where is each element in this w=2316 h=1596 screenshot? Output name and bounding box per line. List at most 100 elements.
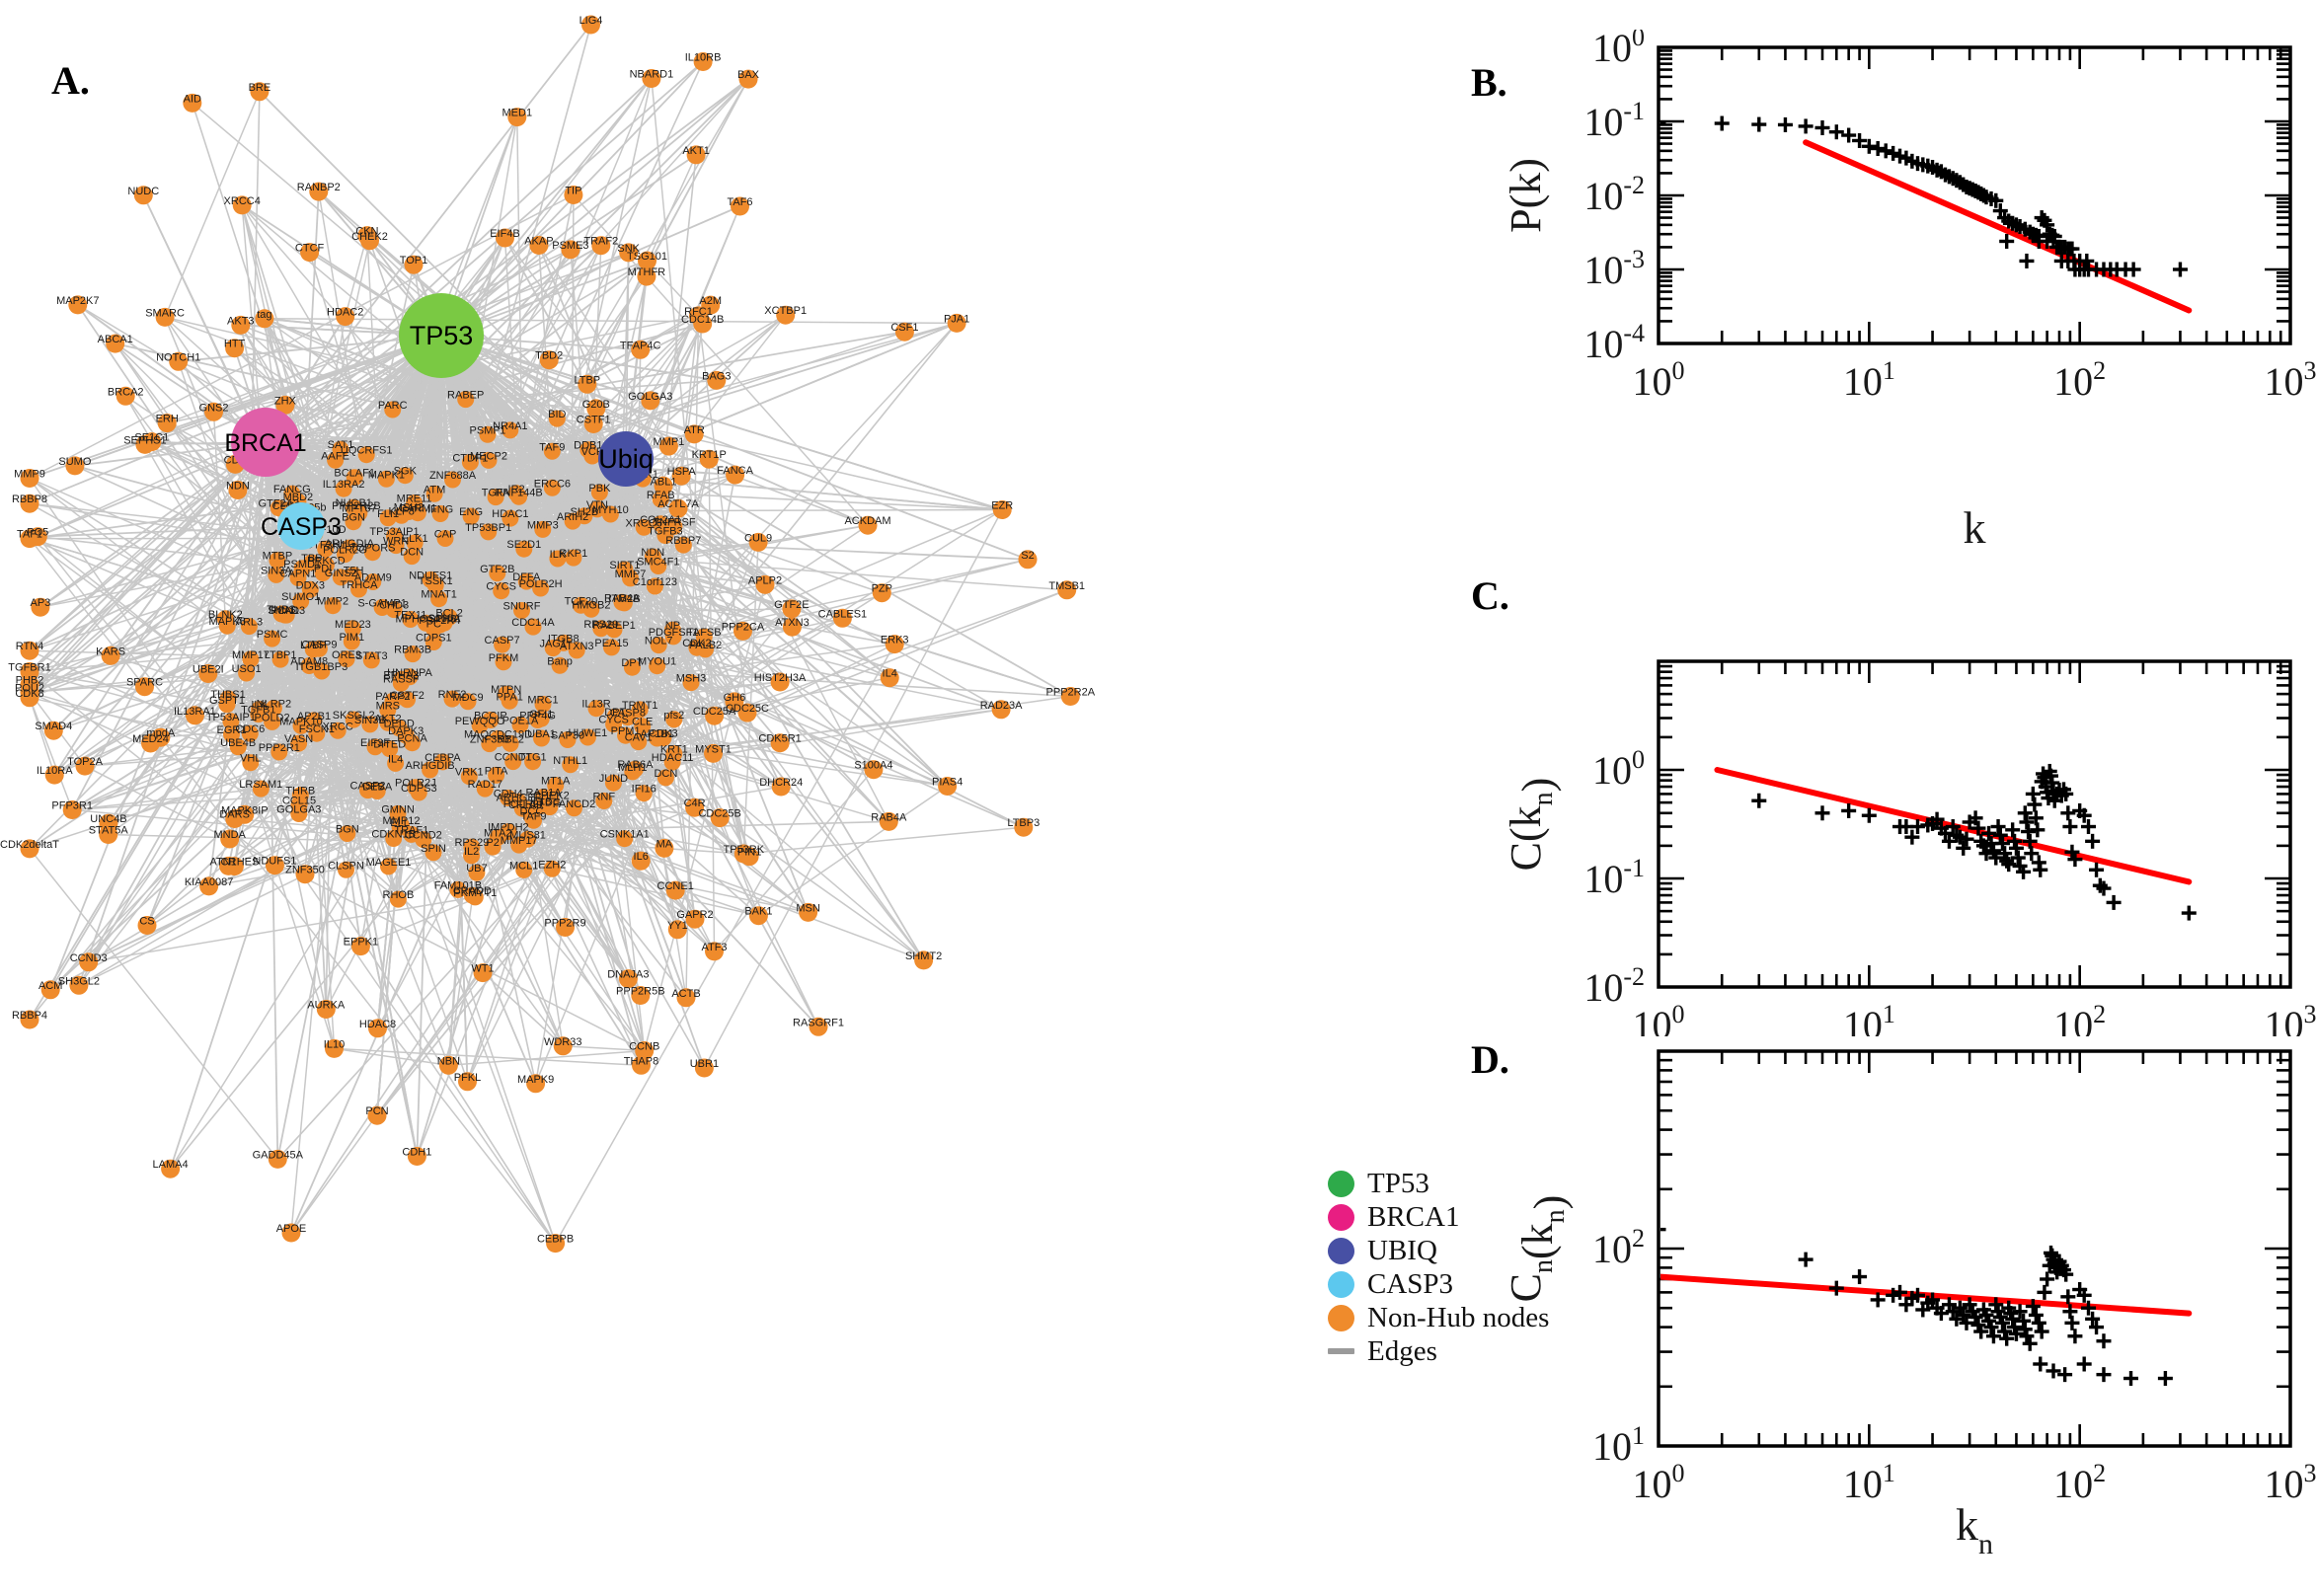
network-node-label: CLSPN	[328, 860, 364, 872]
network-node-label: BGN	[336, 824, 359, 836]
network-node-label: CASP2	[349, 781, 385, 793]
network-node-label: SNURF	[503, 601, 541, 613]
hub-label-brca1: BRCA1	[224, 429, 306, 457]
network-node-label: MPT67	[342, 503, 376, 515]
network-node-label: RBBP4	[12, 1010, 47, 1022]
network-node-label: PIM1	[339, 632, 364, 644]
network-node-label: RPS29	[454, 837, 489, 849]
network-node-label: CABLES1	[818, 608, 868, 620]
network-node-label: RFC1	[684, 306, 713, 318]
hub-label-casp3: CASP3	[261, 513, 342, 541]
network-node-label: AKT1	[682, 145, 710, 157]
network-node-label: ATN1HES	[209, 857, 259, 869]
network-node-label: BCLAF1	[334, 468, 375, 480]
network-node-label: ERK3	[881, 635, 909, 646]
network-node-label: RAB6A	[617, 759, 654, 771]
network-node-label: CFLAR	[508, 799, 544, 811]
network-node-label: NBARD1	[630, 69, 674, 81]
network-node-label: TAF1	[17, 529, 42, 541]
network-node-label: CYCS	[598, 715, 629, 726]
network-node-label: GAPR2	[676, 909, 713, 921]
network-node-label: CSTF1	[577, 415, 611, 426]
network-node-label: MECP2	[470, 450, 507, 462]
network-node-label: TAF6	[727, 196, 752, 208]
network-node-label: CDK5R1	[758, 733, 801, 745]
network-node-label: CSNK1A1	[600, 829, 650, 841]
y-tick-label: 10-3	[1583, 245, 1645, 292]
network-node-label: WDR33	[544, 1036, 582, 1048]
y-tick-label: 10-1	[1583, 854, 1645, 901]
network-node-label: POE1A	[502, 715, 539, 726]
network-node-label: CCNB	[629, 1041, 659, 1053]
network-node-label: TSG101	[627, 251, 667, 263]
x-axis-label: kn	[1956, 1499, 1993, 1560]
network-node-label: CDC14A	[511, 617, 555, 629]
network-node-label: PEA15	[594, 638, 628, 649]
network-node-label: MT1A	[541, 776, 571, 788]
network-node-label: ELK1	[402, 533, 428, 545]
network-node-label: CCND1	[495, 752, 532, 764]
network-node-label: UBR1	[690, 1058, 719, 1070]
network-node-label: EZH2	[538, 859, 566, 871]
network-node-label: VHL	[240, 753, 261, 765]
network-node-label: NTHL1	[553, 755, 587, 767]
network-node-label: TCF20	[565, 595, 598, 607]
network-node-label: RHOB	[383, 889, 415, 901]
legend-swatch-brca1	[1328, 1204, 1354, 1231]
network-node-label: ACKDAM	[844, 515, 890, 527]
network-node-label: PSME3	[552, 240, 588, 252]
network-node-label: BAX	[737, 69, 760, 81]
network-node-label: PFP3R1	[51, 800, 93, 812]
network-node-label: MCL1	[509, 860, 538, 872]
network-node-label: MMP3	[527, 519, 559, 531]
network-node-label: ATF3	[701, 942, 727, 953]
network-node-label: AID	[184, 93, 201, 105]
network-node-label: ZHX	[274, 395, 297, 407]
network-node-label: DCN	[654, 768, 677, 780]
network-node-label: ERH	[156, 414, 179, 425]
network-node-label: PARP2	[375, 691, 410, 703]
network-node-label: NDN	[641, 547, 664, 559]
network-node-label: EIF4B	[490, 228, 520, 240]
network-node-label: SH3GL2	[58, 975, 100, 987]
network-node-label: THBS	[267, 604, 295, 616]
legend-swatch-ubiq	[1328, 1238, 1354, 1264]
network-node-label: WT1	[471, 963, 494, 975]
network-node-label: SPARC	[126, 677, 163, 689]
network-node-label: IL6	[634, 851, 649, 863]
network-node-label: GNS2	[199, 402, 229, 414]
network-node-label: ABCA1	[98, 334, 133, 345]
network-node-label: ILK	[550, 549, 567, 561]
network-node-label: GH6	[724, 692, 746, 704]
network-node-label: GOLGA3	[276, 804, 321, 816]
network-node-label: TRAF1	[394, 824, 428, 836]
plot-frame-d	[1659, 1051, 2290, 1446]
y-tick-label: 100	[1592, 745, 1645, 793]
y-tick-label: 102	[1592, 1224, 1645, 1271]
network-node-label: pfs2	[663, 710, 684, 722]
network-node-label: IL13RA1	[174, 706, 216, 718]
y-tick-label: 100	[1592, 30, 1645, 70]
network-node-label: MNDA	[214, 829, 247, 841]
network-node-label: CKN	[355, 226, 378, 238]
network-node-label: USO1	[232, 663, 262, 675]
network-node-label: KRT1P	[692, 449, 727, 461]
network-node-label: ARHGDIB	[406, 760, 455, 772]
network-node-label: MSN	[796, 902, 820, 914]
network-node-label: PHB2	[16, 675, 44, 687]
network-node-label: PPP2R2A	[1046, 687, 1096, 699]
network-node-label: CDC25B	[698, 808, 740, 820]
network-node-label: PJA1	[944, 313, 969, 325]
network-graph: CDC14BTHAP8KIAA0087CTDP1TP53RKMAGEE1DHCR…	[0, 0, 1313, 1591]
network-node-label: NUDC	[127, 186, 159, 197]
network-node-label: PFKM	[489, 652, 519, 664]
network-node-label: LIG4	[579, 15, 603, 27]
network-node-label: LTBP3	[1007, 817, 1040, 829]
network-node-label: TGFA	[482, 488, 510, 499]
panel-letter-b: B.	[1471, 59, 1507, 106]
network-node-label: BRE	[249, 82, 271, 94]
network-node-label: MAPK9	[517, 1074, 554, 1086]
network-node-label: IL10RA	[37, 765, 73, 777]
network-node-label: GTF2B	[480, 564, 514, 575]
network-node-label: PPP2CA	[722, 621, 765, 633]
